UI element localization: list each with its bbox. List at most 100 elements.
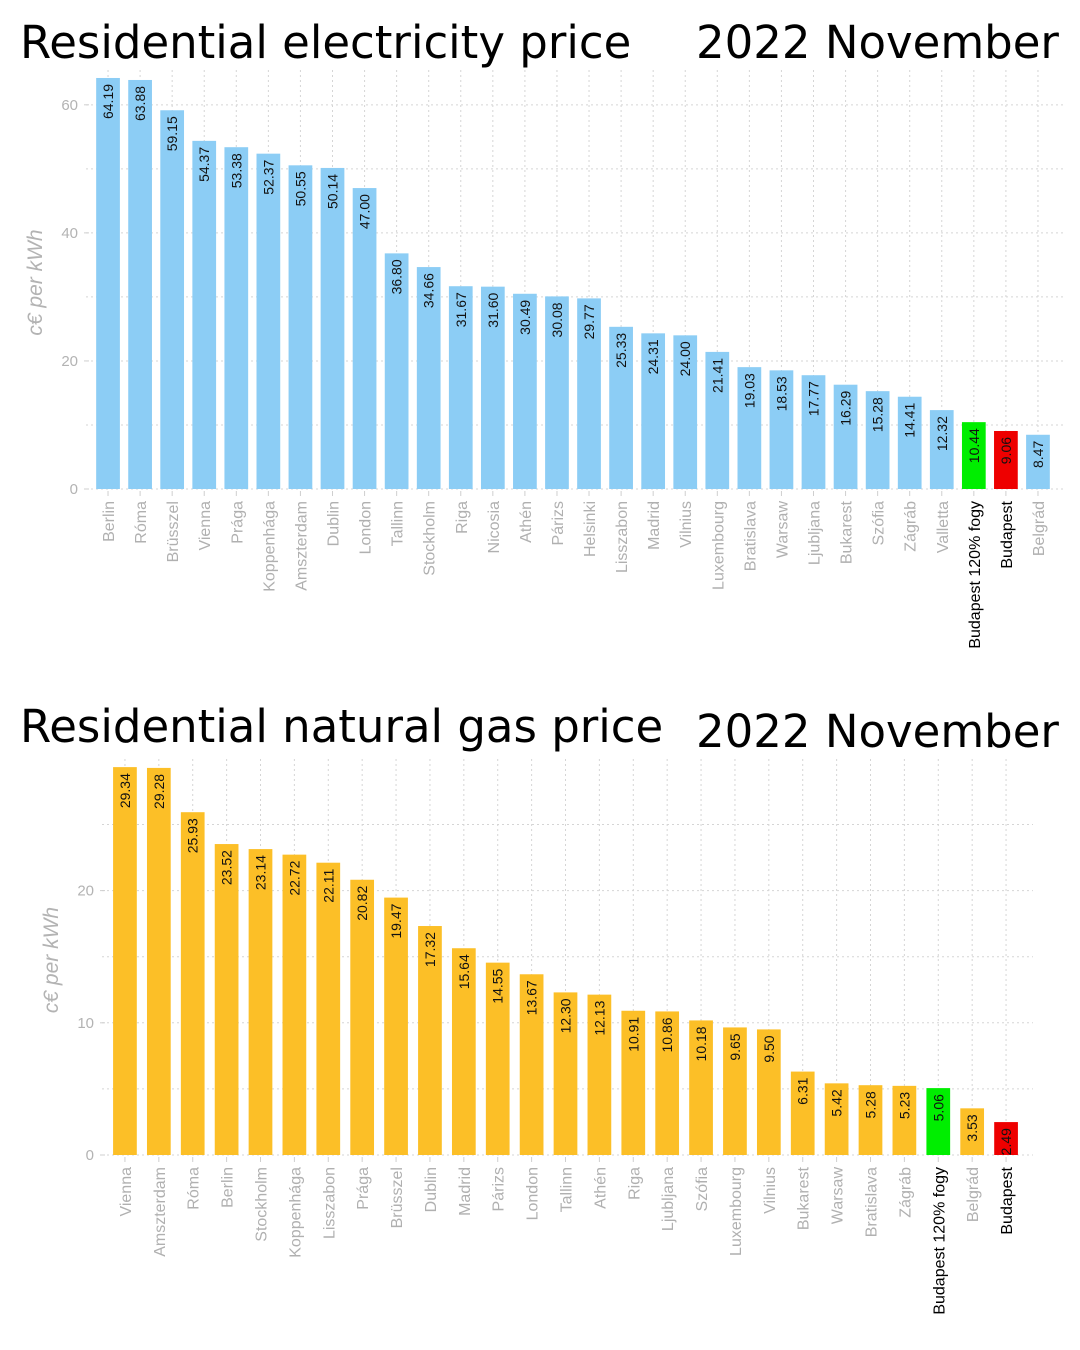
bar-value-label: 59.15 — [164, 116, 180, 151]
bar — [128, 79, 152, 490]
x-tick-label: Lisszabon — [321, 1167, 338, 1239]
bar — [641, 333, 666, 489]
bar-value-label: 54.37 — [196, 147, 212, 182]
bar — [416, 267, 441, 489]
x-tick-label: Budapest 120% fogy — [931, 1167, 948, 1315]
bar — [448, 286, 473, 489]
bar-value-label: 9.65 — [727, 1033, 743, 1060]
bar-value-label: 30.49 — [517, 300, 533, 335]
bar — [485, 962, 510, 1155]
chart-2-title: Residential natural gas price — [20, 700, 664, 753]
x-tick-label: Párizs — [550, 501, 567, 545]
bar-value-label: 24.31 — [645, 339, 661, 374]
bar — [352, 188, 377, 489]
x-tick-label: Tallinn — [559, 1167, 576, 1212]
bar — [350, 879, 375, 1155]
bar-value-label: 18.53 — [773, 376, 789, 411]
bar-value-label: 25.93 — [185, 818, 201, 853]
bar — [545, 296, 569, 489]
bar-value-label: 12.32 — [934, 416, 950, 451]
bar-value-label: 12.13 — [591, 1000, 607, 1035]
bar — [801, 375, 826, 489]
x-tick-label: Athén — [592, 1167, 609, 1209]
x-tick-label: Ljubljana — [660, 1167, 677, 1231]
bar — [994, 1122, 1018, 1155]
bar — [790, 1071, 815, 1155]
x-tick-label: Prága — [355, 1167, 372, 1210]
bar-value-label: 6.31 — [795, 1077, 811, 1104]
bar — [897, 396, 922, 489]
x-tick-label: Párizs — [491, 1167, 508, 1211]
x-tick-label: Lisszabon — [614, 501, 631, 573]
x-tick-label: Vienna — [197, 501, 214, 551]
x-tick-label: Brüsszel — [389, 1167, 406, 1228]
bar-value-label: 10.44 — [966, 428, 982, 463]
bar — [519, 974, 544, 1155]
bar-value-label: 5.42 — [829, 1089, 845, 1116]
bar-value-label: 16.29 — [838, 390, 854, 425]
bar — [865, 391, 890, 489]
bar-value-label: 31.67 — [453, 292, 469, 327]
bar-value-label: 10.18 — [693, 1026, 709, 1061]
bar-value-label: 31.60 — [485, 292, 501, 327]
x-tick-label: Luxembourg — [710, 501, 727, 590]
bar-value-label: 20.82 — [354, 886, 370, 921]
bar — [587, 994, 612, 1155]
bar — [960, 1108, 985, 1155]
bar-value-label: 17.77 — [806, 381, 822, 416]
electricity-price-chart: c€ per kWh 0 20 40 60 64.19 Berlin 63.88 Róma 59.… — [24, 70, 1064, 649]
bar — [160, 110, 185, 489]
bar — [994, 430, 1018, 489]
x-tick-label: Dublin — [326, 501, 343, 546]
bar-value-label: 25.33 — [613, 333, 629, 368]
x-tick-label: Belgrád — [1031, 501, 1048, 556]
bar-value-label: 34.66 — [421, 273, 437, 308]
bar — [553, 992, 578, 1155]
x-tick-label: Helsinki — [582, 501, 599, 557]
x-tick-label: Róma — [186, 1167, 203, 1210]
y-axis-label: c€ per kWh — [40, 907, 63, 1013]
chart-1-subtitle: 2022 November — [696, 16, 1059, 69]
bar — [513, 293, 537, 489]
x-tick-label: Bukarest — [796, 1166, 813, 1230]
bar-value-label: 19.47 — [388, 903, 404, 938]
bar — [689, 1020, 713, 1155]
y-tick-label: 0 — [70, 481, 78, 498]
bar-value-label: 47.00 — [357, 194, 373, 229]
bar — [96, 77, 120, 490]
x-tick-label: Nicosia — [486, 501, 503, 554]
bar — [723, 1027, 747, 1155]
bar — [214, 844, 239, 1155]
y-tick-label: 10 — [77, 1015, 94, 1032]
bar-value-label: 36.80 — [389, 259, 405, 294]
x-tick-label: London — [525, 1167, 542, 1220]
bar-value-label: 9.06 — [998, 437, 1014, 464]
bar — [769, 370, 794, 489]
chart-1-title: Residential electricity price — [20, 16, 632, 69]
x-tick-label: Valletta — [935, 501, 952, 553]
bar — [288, 165, 313, 490]
x-tick-label: Stockholm — [254, 1167, 271, 1242]
x-tick-label: Budapest — [999, 500, 1016, 568]
x-tick-label: Budapest 120% fogy — [967, 501, 984, 649]
bar — [961, 422, 986, 489]
x-tick-label: Szófia — [871, 501, 888, 546]
bar — [224, 147, 249, 489]
bar-value-label: 12.30 — [558, 998, 574, 1033]
bar — [1026, 434, 1050, 489]
x-tick-label: Koppenhága — [287, 1167, 304, 1258]
x-tick-label: Dublin — [423, 1167, 440, 1212]
bar — [316, 862, 341, 1155]
bar — [113, 767, 137, 1155]
bar — [146, 767, 171, 1155]
bar-value-label: 17.32 — [422, 932, 438, 967]
bar-value-label: 5.06 — [930, 1094, 946, 1121]
bar — [621, 1010, 646, 1155]
bar-value-label: 21.41 — [709, 358, 725, 393]
bar-value-label: 10.86 — [659, 1017, 675, 1052]
bar-value-label: 53.38 — [228, 153, 244, 188]
bar-value-label: 52.37 — [260, 159, 276, 194]
x-tick-label: Vienna — [118, 1167, 135, 1217]
bar-value-label: 29.77 — [581, 304, 597, 339]
